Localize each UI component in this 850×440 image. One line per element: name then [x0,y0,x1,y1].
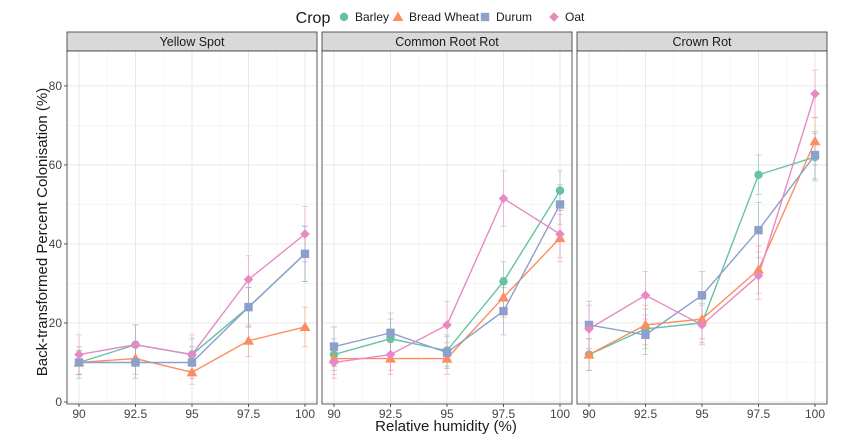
x-tick-label: 90 [582,407,596,421]
x-tick-label: 100 [295,407,315,421]
x-tick-label: 100 [550,407,570,421]
data-point-durum [131,358,140,367]
panel-common-root-rot: Common Root Rot 90 92.5 95 97.5 100 [321,31,573,421]
data-point-oat [300,229,310,239]
data-point-durum [187,358,197,367]
data-point-oat [697,320,707,330]
data-point-bread-wheat [186,366,198,377]
data-point-barley [555,186,565,195]
legend-label-durum: Durum [496,10,532,24]
x-tick-label: 100 [805,407,825,421]
x-tick-label: 95 [185,407,199,421]
data-point-oat [810,89,820,99]
legend-label-bread-wheat: Bread Wheat [409,10,480,24]
legend-marker-durum [480,12,490,22]
data-point-bread-wheat [498,291,509,302]
data-point-durum [442,348,452,357]
data-point-bread-wheat [299,321,311,331]
legend-entry-oat: Oat [549,10,585,24]
facet-title: Common Root Rot [395,35,499,49]
data-point-barley [754,170,763,180]
data-point-oat [385,349,396,360]
data-point-oat [187,349,197,360]
data-point-bread-wheat [696,313,708,324]
x-tick-label: 95 [695,407,709,421]
data-point-durum [300,249,310,259]
data-point-durum [244,302,253,312]
data-point-bread-wheat [441,353,453,363]
data-point-oat [753,270,764,281]
data-point-durum [555,200,565,209]
legend-entry-barley: Barley [339,10,389,24]
data-point-barley [499,277,508,286]
data-point-durum [641,330,650,340]
legend-marker-barley [339,12,349,22]
data-point-oat [243,274,254,285]
x-tick-label: 97.5 [492,407,516,421]
data-point-durum [810,150,820,160]
legend: Crop Barley Bread Wheat Durum Oat [296,10,585,27]
data-point-durum [499,306,508,316]
panel-yellow-spot: Yellow Spot 90 92.5 95 97.5 100 0 20 40 60 80 [49,31,318,421]
data-point-oat [329,357,339,368]
legend-entry-durum: Durum [480,10,532,24]
data-point-bread-wheat [753,264,764,274]
data-point-durum [754,225,763,235]
data-point-bread-wheat [583,349,595,359]
data-point-bread-wheat [640,319,651,330]
data-point-bread-wheat [809,135,821,146]
y-tick-label: 20 [49,316,63,330]
x-tick-label: 92.5 [634,407,658,421]
y-tick-label: 80 [49,79,63,93]
data-point-oat [498,193,509,204]
x-tick-label: 97.5 [747,407,771,421]
x-tick-label: 90 [327,407,341,421]
x-tick-label: 92.5 [124,407,148,421]
legend-marker-oat [549,12,559,22]
legend-label-oat: Oat [565,10,585,24]
x-tick-label: 95 [440,407,454,421]
y-tick-label: 60 [49,158,63,172]
legend-label-barley: Barley [355,10,389,24]
data-point-oat [74,349,84,360]
data-point-oat [584,324,594,334]
facet-title: Yellow Spot [160,35,225,49]
legend-entry-bread-wheat: Bread Wheat [392,10,480,24]
data-point-oat [442,320,452,330]
y-axis-label: Back-transformed Percent Colonisation (%… [34,88,51,376]
facet-title: Crown Rot [672,35,732,49]
data-point-durum [329,342,339,351]
data-point-bread-wheat [243,335,254,345]
data-point-oat [555,229,565,239]
data-point-durum [386,328,395,338]
y-tick-label: 40 [49,237,63,251]
x-tick-label: 97.5 [237,407,261,421]
legend-title: Crop [296,10,331,27]
x-tick-label: 90 [72,407,86,421]
data-point-durum [697,291,707,300]
x-tick-label: 92.5 [379,407,403,421]
panel-crown-rot: Crown Rot 90 92.5 95 97.5 100 [576,31,828,421]
x-axis-label: Relative humidity (%) [375,418,517,435]
y-tick-label: 0 [55,395,62,409]
data-point-oat [130,339,141,350]
data-point-durum [74,358,84,367]
data-point-oat [640,290,651,301]
legend-marker-bread-wheat [392,11,404,22]
